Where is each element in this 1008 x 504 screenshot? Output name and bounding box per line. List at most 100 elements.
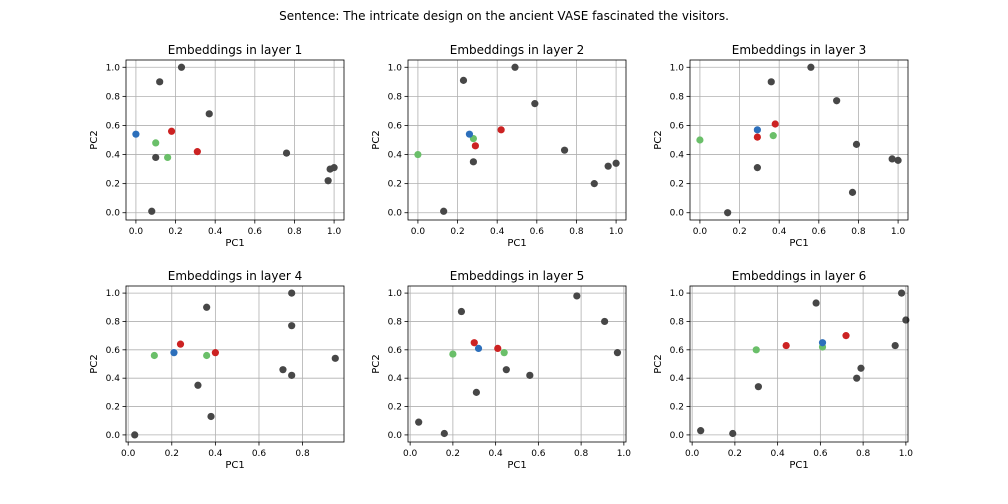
point-other bbox=[560, 146, 569, 154]
point-green bbox=[752, 346, 760, 354]
x-tick-label: 0.8 bbox=[287, 227, 302, 237]
subplot-2: 0.0 0.2 0.4 0.6 0.8 1.0 0.0 0.2 0.4 0.6 0.8 1.0 Embe… bbox=[371, 43, 627, 249]
x-tick-label: 1.0 bbox=[891, 227, 906, 237]
point-red bbox=[471, 142, 479, 150]
y-tick-label: 0.0 bbox=[106, 209, 121, 219]
point-other bbox=[207, 412, 215, 421]
y-tick-label: 1.0 bbox=[670, 289, 685, 299]
x-tick-label: 0.4 bbox=[490, 227, 505, 237]
y-tick-label: 0.6 bbox=[388, 121, 403, 131]
x-axis-label: PC1 bbox=[507, 460, 526, 471]
subplot-title: Embeddings in layer 4 bbox=[168, 269, 302, 283]
y-tick-label: 0.2 bbox=[670, 180, 684, 190]
x-tick-label: 0.2 bbox=[168, 227, 182, 237]
x-axis-label: PC1 bbox=[507, 238, 526, 249]
point-other bbox=[152, 153, 160, 162]
subplot-title: Embeddings in layer 1 bbox=[168, 43, 302, 57]
point-red bbox=[176, 340, 185, 348]
point-green bbox=[414, 150, 422, 159]
y-tick-label: 0.2 bbox=[388, 180, 402, 190]
subplot-3: 0.0 0.2 0.4 0.6 0.8 1.0 0.0 0.2 0.4 0.6 0.8 1.0 Embe… bbox=[653, 43, 909, 249]
x-tick-label: 0.6 bbox=[248, 227, 263, 237]
x-tick-label: 0.6 bbox=[813, 449, 828, 459]
x-axis-label: PC1 bbox=[789, 460, 808, 471]
point-other bbox=[205, 110, 213, 118]
y-tick-label: 0.8 bbox=[670, 92, 685, 102]
point-other bbox=[440, 429, 448, 438]
point-green bbox=[152, 139, 160, 147]
point-other bbox=[531, 100, 539, 108]
y-tick-label: 0.2 bbox=[388, 403, 402, 413]
x-tick-label: 0.6 bbox=[530, 227, 545, 237]
x-tick-label: 0.2 bbox=[728, 449, 742, 459]
x-tick-label: 0.0 bbox=[693, 227, 708, 237]
point-other bbox=[131, 431, 139, 439]
point-red bbox=[497, 126, 505, 134]
x-tick-label: 1.0 bbox=[609, 227, 624, 237]
x-tick-label: 0.0 bbox=[403, 449, 418, 459]
axes-frame bbox=[407, 285, 627, 443]
y-tick-label: 0.8 bbox=[388, 317, 403, 327]
point-other bbox=[724, 209, 732, 217]
point-green bbox=[150, 351, 158, 360]
y-tick-label: 0.4 bbox=[670, 374, 685, 384]
point-other bbox=[573, 292, 581, 300]
point-other bbox=[697, 427, 705, 435]
point-red bbox=[753, 133, 761, 141]
x-tick-label: 0.2 bbox=[446, 449, 460, 459]
y-tick-label: 0.4 bbox=[388, 151, 403, 161]
point-other bbox=[440, 207, 448, 215]
point-other bbox=[590, 180, 598, 188]
point-other bbox=[526, 371, 534, 379]
y-axis-label: PC2 bbox=[89, 130, 100, 149]
y-axis-label: PC2 bbox=[371, 354, 382, 373]
point-other bbox=[857, 364, 865, 372]
y-tick-label: 1.0 bbox=[388, 289, 403, 299]
subplot-title: Embeddings in layer 2 bbox=[450, 43, 584, 57]
y-tick-label: 0.6 bbox=[106, 121, 121, 131]
subplot-4: 0.0 0.2 0.4 0.6 0.8 0.0 0.2 0.4 0.6 0.8 1.0 Embeddi… bbox=[89, 269, 345, 471]
y-tick-label: 1.0 bbox=[106, 63, 121, 73]
x-tick-label: 0.4 bbox=[772, 227, 787, 237]
y-tick-label: 0.8 bbox=[670, 317, 685, 327]
x-tick-label: 0.4 bbox=[488, 449, 503, 459]
point-other bbox=[852, 140, 861, 148]
y-axis-label: PC2 bbox=[653, 354, 664, 373]
subplot-title: Embeddings in layer 6 bbox=[732, 269, 866, 283]
x-tick-label: 0.0 bbox=[121, 449, 136, 459]
x-tick-label: 0.4 bbox=[208, 227, 223, 237]
x-tick-label: 1.0 bbox=[327, 227, 342, 237]
point-blue bbox=[465, 130, 474, 138]
point-other bbox=[457, 307, 466, 316]
y-tick-label: 0.0 bbox=[670, 431, 685, 441]
axes-frame bbox=[125, 285, 345, 443]
point-other bbox=[613, 349, 622, 357]
y-tick-label: 0.2 bbox=[670, 403, 684, 413]
subplot-6: 0.0 0.2 0.4 0.6 0.8 1.0 0.0 0.2 0.4 0.6 0.8 1.0 Embe… bbox=[653, 269, 913, 471]
y-tick-label: 0.6 bbox=[106, 346, 121, 356]
x-tick-label: 0.6 bbox=[531, 449, 546, 459]
x-tick-label: 0.6 bbox=[812, 227, 827, 237]
point-other bbox=[203, 303, 211, 311]
x-tick-label: 0.2 bbox=[450, 227, 464, 237]
point-green bbox=[500, 349, 508, 357]
point-other bbox=[502, 366, 510, 374]
point-green bbox=[164, 153, 172, 162]
point-other bbox=[177, 63, 186, 71]
x-tick-label: 0.4 bbox=[208, 449, 223, 459]
axes-frame bbox=[689, 59, 909, 221]
y-tick-label: 0.4 bbox=[106, 374, 121, 384]
point-blue bbox=[818, 339, 827, 347]
point-other bbox=[331, 354, 339, 362]
point-other bbox=[288, 322, 296, 330]
axes-frame bbox=[125, 59, 345, 221]
point-other bbox=[279, 366, 287, 374]
point-other bbox=[156, 78, 164, 86]
point-green bbox=[449, 350, 457, 358]
x-tick-label: 0.0 bbox=[685, 449, 700, 459]
subplot-title: Embeddings in layer 3 bbox=[732, 43, 866, 57]
y-axis-label: PC2 bbox=[89, 354, 100, 373]
x-tick-label: 1.0 bbox=[617, 449, 632, 459]
point-other bbox=[288, 371, 296, 379]
